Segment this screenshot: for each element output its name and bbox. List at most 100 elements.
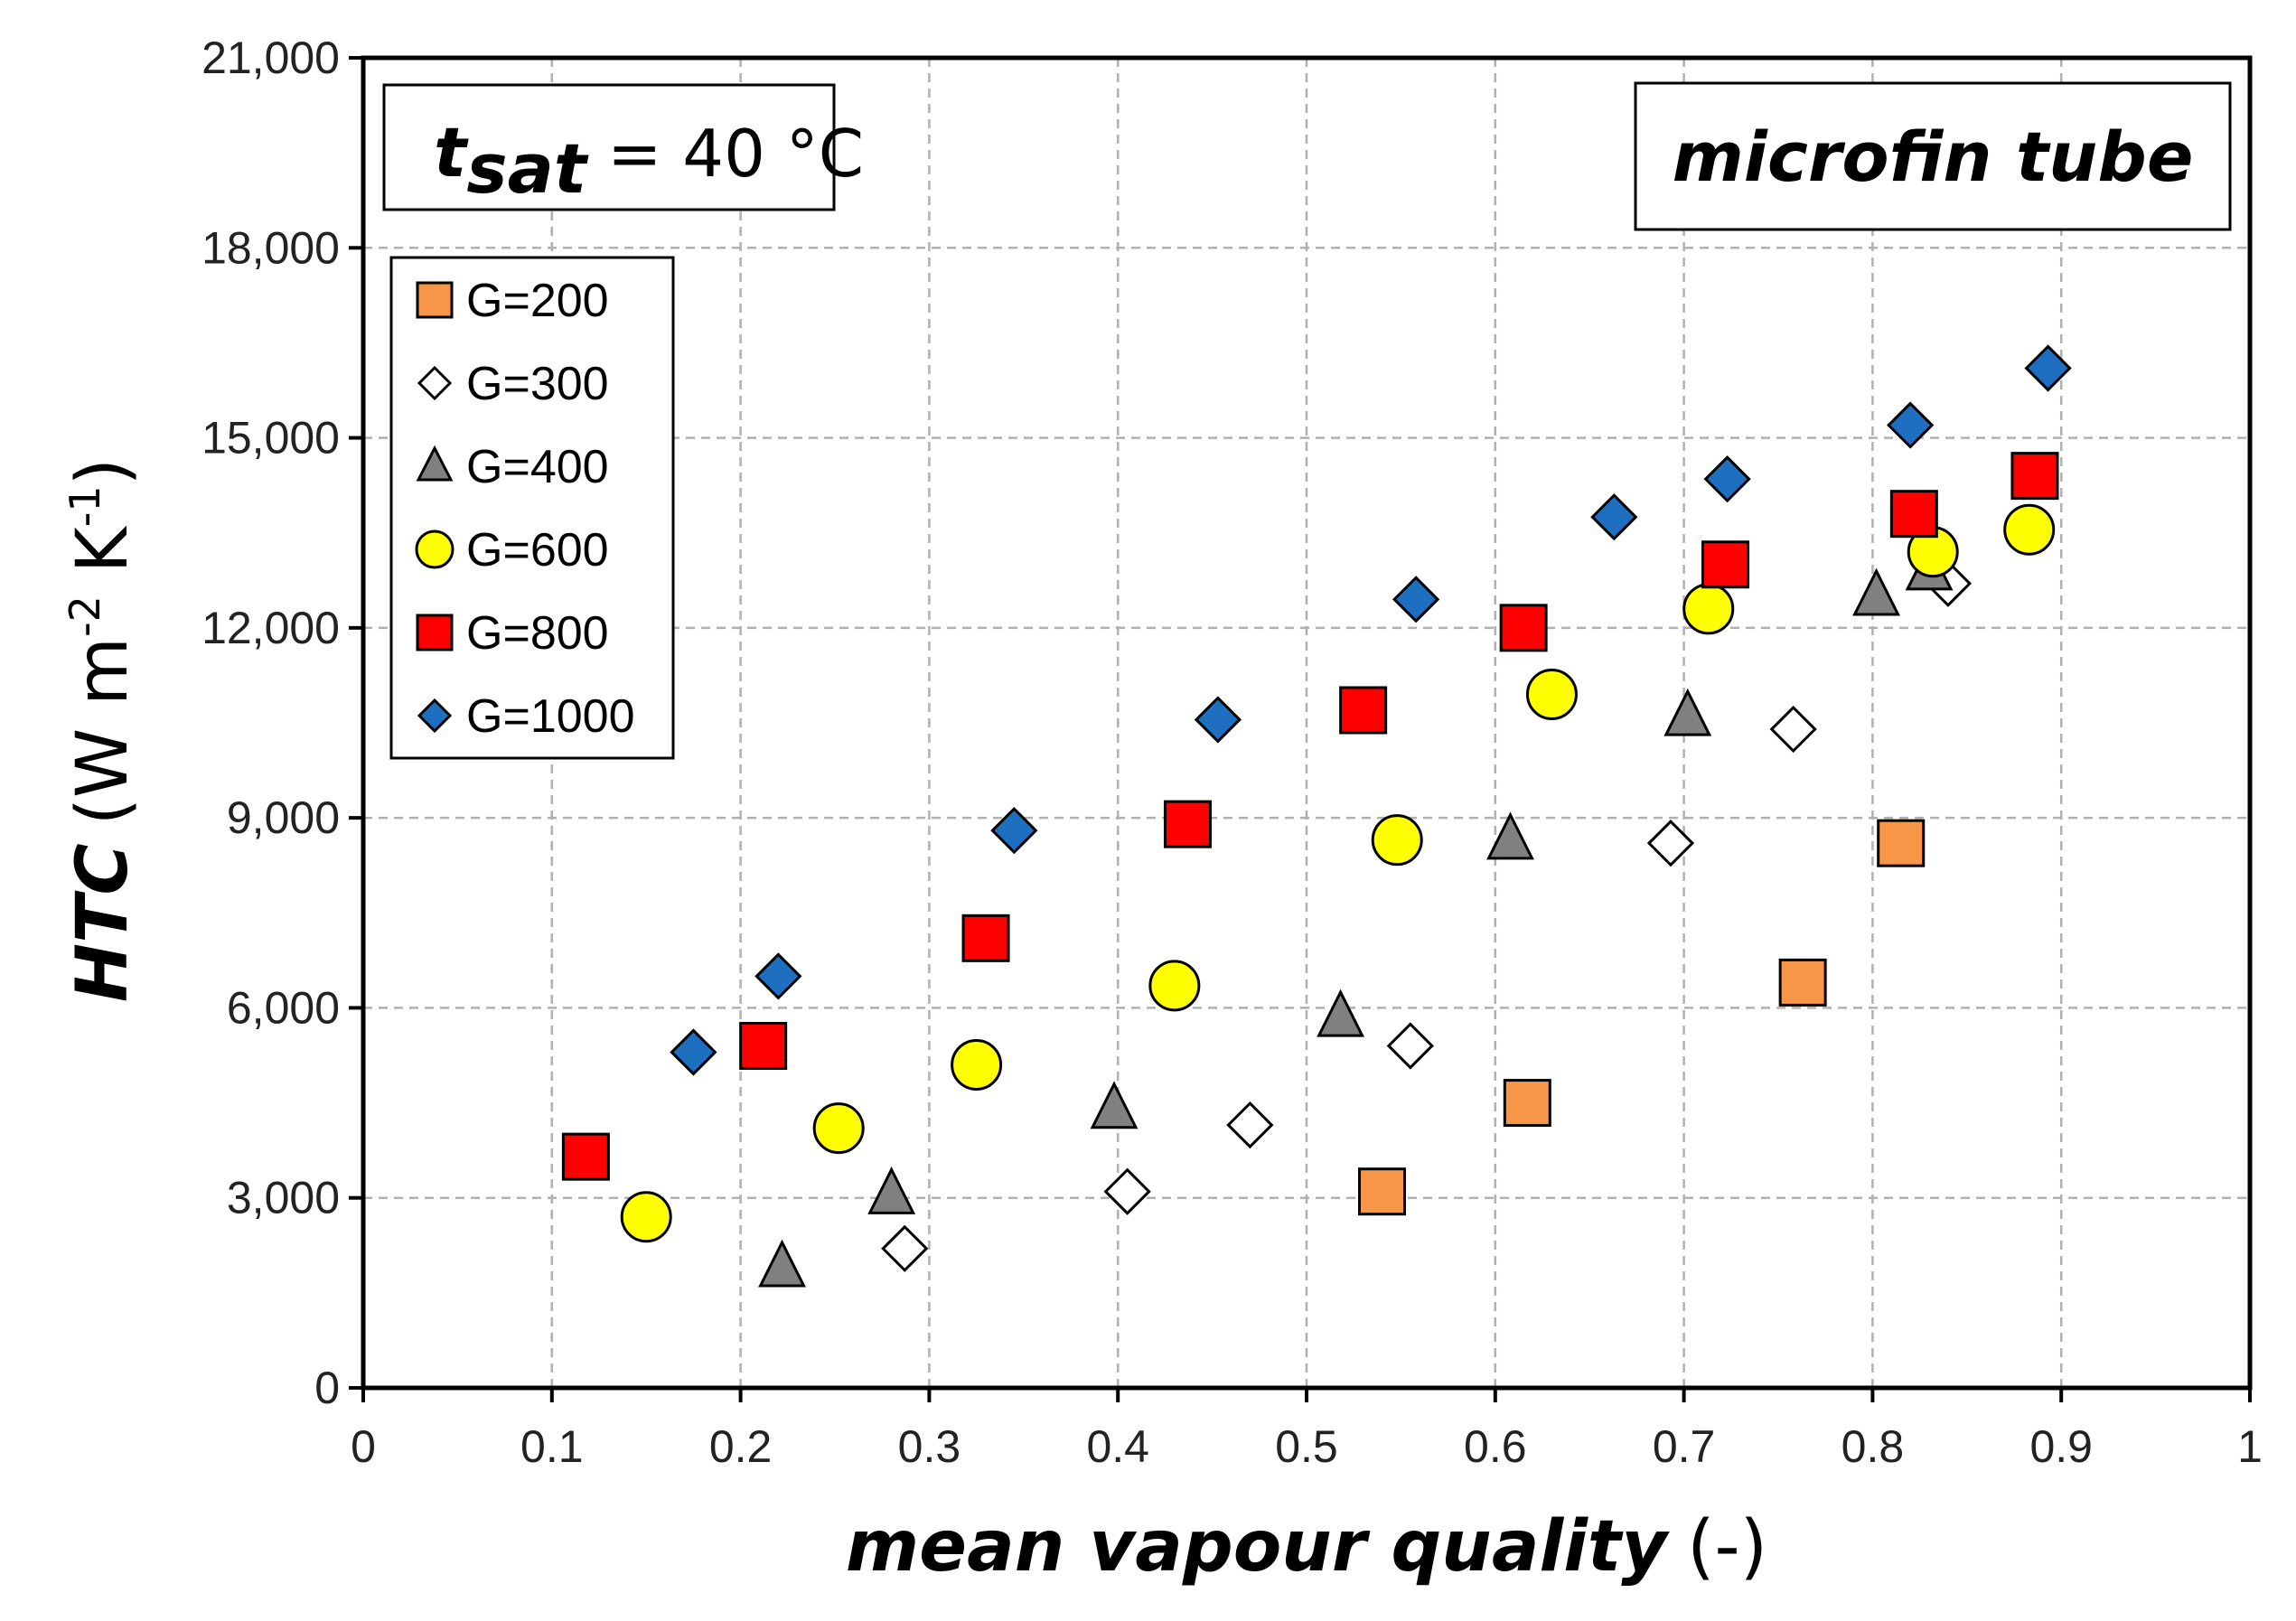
legend-label: G=800 xyxy=(466,607,609,660)
data-point xyxy=(881,1224,929,1272)
y-tick-label: 9,000 xyxy=(227,792,340,843)
legend-label: G=200 xyxy=(466,275,609,327)
legend-marker xyxy=(416,281,454,319)
tube-annotation-box xyxy=(1634,81,2232,231)
data-point xyxy=(1339,686,1388,735)
x-tick-label: 0.9 xyxy=(2029,1421,2093,1472)
x-tick-label: 0.1 xyxy=(520,1421,584,1472)
data-point xyxy=(1148,960,1201,1012)
tsat-symbol: t xyxy=(434,112,469,192)
y-tick-label: 6,000 xyxy=(227,982,340,1033)
x-tick-label: 0.6 xyxy=(1464,1421,1527,1472)
legend-item: G=600 xyxy=(415,524,609,576)
data-point xyxy=(1386,1022,1434,1070)
legend-marker xyxy=(417,698,453,734)
y-axis-label-unit-mid: K xyxy=(62,525,144,595)
data-point xyxy=(1682,583,1735,635)
x-tick-label: 0 xyxy=(351,1421,376,1472)
x-tick-label: 1 xyxy=(2237,1421,2263,1472)
tsat-subscript: sat xyxy=(466,128,589,209)
data-point xyxy=(951,1039,1003,1092)
data-point xyxy=(867,1167,916,1214)
y-tick-label: 18,000 xyxy=(201,222,340,273)
x-axis-label-unit: (-) xyxy=(1687,1506,1767,1588)
data-point xyxy=(1317,989,1365,1037)
data-point xyxy=(1525,668,1578,720)
data-point xyxy=(561,1132,610,1181)
legend-item: G=400 xyxy=(416,441,609,493)
legend-marker xyxy=(416,445,454,482)
legend-item: G=1000 xyxy=(417,690,635,743)
tsat-annotation: tsat = 40 °C xyxy=(382,83,864,211)
x-axis-label: mean vapour quality (-) xyxy=(846,1506,1767,1588)
data-point xyxy=(1852,567,1901,616)
data-point xyxy=(1194,696,1242,744)
x-tick-label: 0.8 xyxy=(1841,1421,1905,1472)
data-point xyxy=(1701,540,1750,589)
tsat-annotation-text: tsat = 40 °C xyxy=(434,112,864,209)
x-tick-label: 0.7 xyxy=(1653,1421,1716,1472)
y-axis-label-unit-prefix: (W m xyxy=(62,637,144,825)
data-point xyxy=(620,1191,672,1243)
legend-marker xyxy=(416,614,454,651)
legend-marker xyxy=(417,365,453,401)
data-point xyxy=(1590,493,1638,541)
data-point xyxy=(670,1028,717,1076)
series-g-1000 xyxy=(670,344,2072,1076)
tsat-annotation-box xyxy=(382,83,836,211)
y-axis-label: HTC (W m-2 K-1) xyxy=(61,458,144,1002)
data-point xyxy=(1887,401,1935,449)
data-point xyxy=(961,914,1010,962)
data-point xyxy=(1663,688,1712,736)
legend-label: G=400 xyxy=(466,441,609,493)
data-point xyxy=(2003,503,2056,556)
y-axis-label-unit-suffix: ) xyxy=(62,458,144,485)
data-point xyxy=(1646,820,1695,867)
data-point xyxy=(1877,819,1926,867)
data-point xyxy=(812,1102,865,1155)
gridlines xyxy=(363,58,2250,1388)
series-g-200 xyxy=(1358,819,1926,1216)
data-point xyxy=(1358,1167,1407,1216)
data-point xyxy=(1226,1101,1274,1149)
x-axis-label-name: mean vapour quality xyxy=(846,1506,1670,1588)
x-tick-label: 0.3 xyxy=(898,1421,961,1472)
y-axis-label-name: HTC xyxy=(62,843,144,1002)
data-point xyxy=(1499,604,1548,652)
data-point xyxy=(1778,958,1827,1007)
y-axis-ticks: 0 3,000 6,000 9,000 12,000 15,000 18,000 21,000 xyxy=(201,33,363,1413)
data-point xyxy=(1090,1081,1139,1129)
series-g-800 xyxy=(561,452,2059,1181)
tube-annotation: microfin tube xyxy=(1634,81,2232,231)
legend-label: G=600 xyxy=(466,524,609,576)
data-point xyxy=(1392,576,1440,623)
y-tick-label: 15,000 xyxy=(201,413,340,464)
data-point xyxy=(1889,490,1938,539)
y-tick-label: 12,000 xyxy=(201,603,340,653)
tube-label: microfin tube xyxy=(1673,117,2194,197)
legend-marker xyxy=(415,529,455,569)
y-tick-label: 21,000 xyxy=(201,33,340,83)
data-point xyxy=(1503,1079,1551,1128)
x-tick-label: 0.5 xyxy=(1275,1421,1338,1472)
legend-item: G=800 xyxy=(416,607,609,660)
data-point xyxy=(2010,452,2059,501)
x-axis-ticks: 0 0.1 0.2 0.3 0.4 0.5 0.6 0.7 0.8 0.9 1 xyxy=(351,1388,2263,1472)
series-g-600 xyxy=(620,503,2056,1243)
data-point xyxy=(1703,455,1751,503)
legend: G=200 G=300 G=400 G=600 G=800 G=1000 xyxy=(389,256,675,760)
data-point xyxy=(758,1239,806,1288)
legend-item: G=200 xyxy=(416,275,609,327)
data-point xyxy=(990,807,1038,855)
data-point xyxy=(1103,1167,1151,1215)
data-points xyxy=(561,344,2072,1288)
data-point xyxy=(754,952,802,1000)
y-tick-label: 0 xyxy=(314,1363,340,1413)
y-axis-label-exp2: -1 xyxy=(61,485,109,527)
data-point xyxy=(1371,814,1423,867)
tsat-value: = 40 °C xyxy=(586,116,864,192)
legend-item: G=300 xyxy=(417,358,609,410)
y-tick-label: 3,000 xyxy=(227,1173,340,1223)
